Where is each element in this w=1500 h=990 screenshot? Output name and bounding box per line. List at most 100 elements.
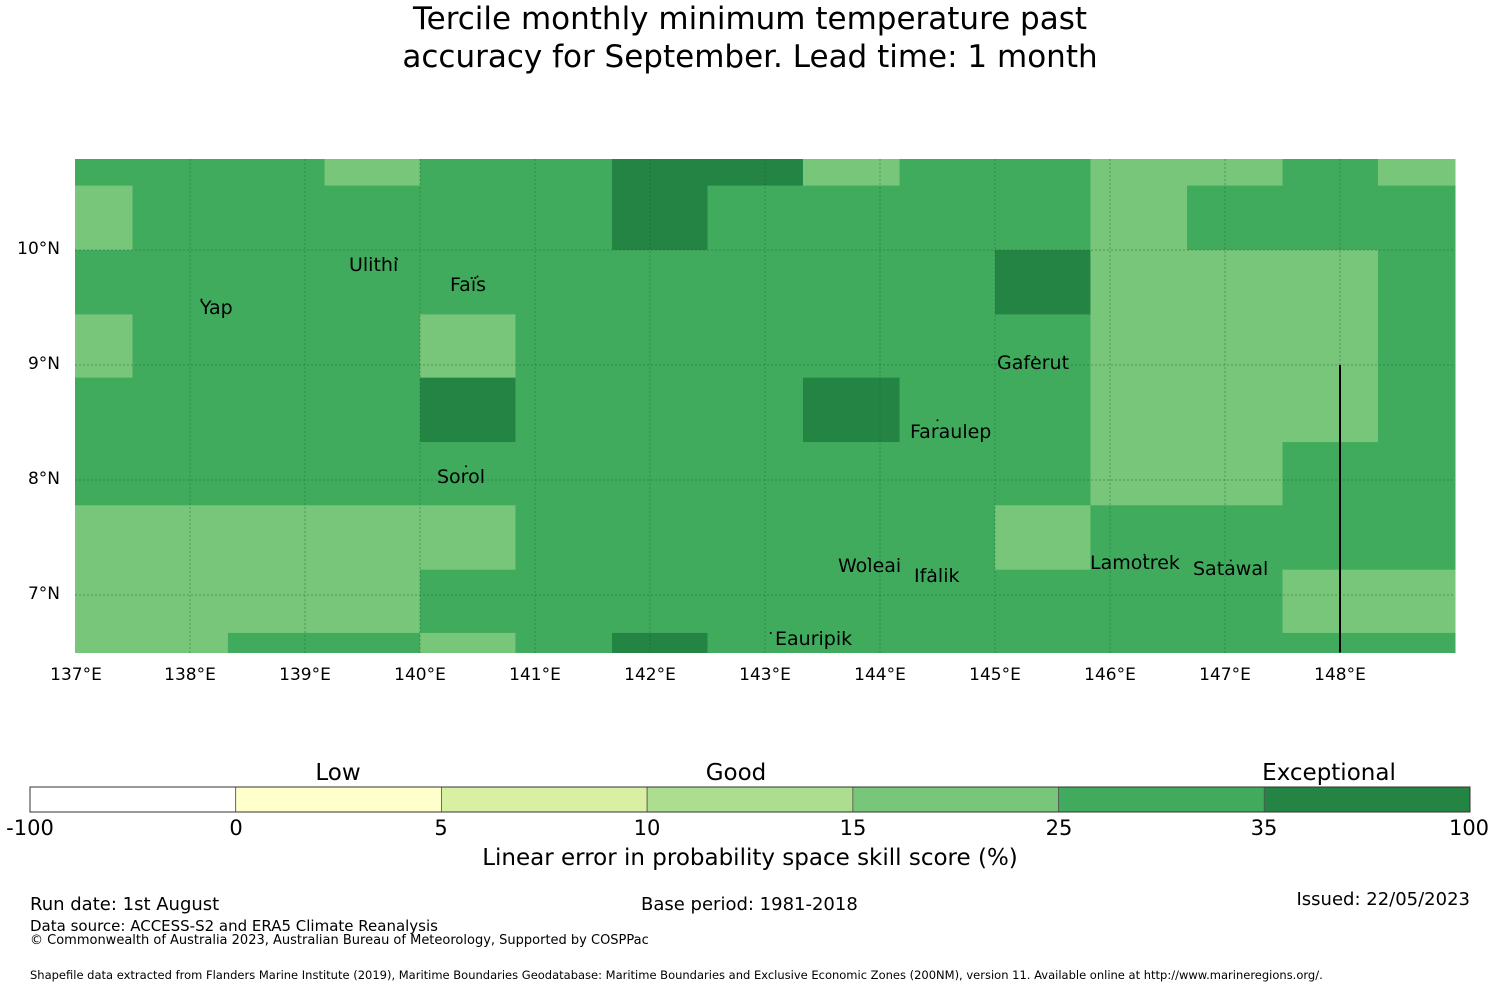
grid-cell <box>420 377 516 443</box>
grid-cell <box>612 632 708 653</box>
shapefile-credit: Shapefile data extracted from Flanders M… <box>30 968 1323 982</box>
grid-cell <box>802 159 901 187</box>
grid-cell <box>515 632 613 653</box>
lon-label-147e: 147°E <box>1199 665 1251 685</box>
base-period: Base period: 1981-2018 <box>641 894 858 915</box>
colorbar-category-low: Low <box>315 760 361 786</box>
grid-cell <box>899 377 1091 443</box>
colorbar-label: Linear error in probability space skill … <box>482 845 1018 871</box>
grid-cell <box>1090 250 1379 315</box>
colorbar-segment <box>1263 786 1471 813</box>
grid-cell <box>707 632 1456 653</box>
island-label-gaferut: Gaferut <box>997 352 1070 374</box>
grid-cell <box>515 505 996 571</box>
colorbar-tick: 100 <box>1448 816 1490 840</box>
grid-cell <box>75 250 996 315</box>
island-marker <box>867 557 870 560</box>
data-source: Data source: ACCESS-S2 and ERA5 Climate … <box>30 917 438 935</box>
lon-label-138e: 138°E <box>164 665 216 685</box>
colorbar-segment <box>646 786 854 813</box>
grid-cell <box>899 159 1091 187</box>
colorbar-tick: 10 <box>633 816 661 840</box>
grid-cell <box>75 185 133 251</box>
colorbar-tick: 5 <box>434 816 448 840</box>
grid-cell <box>1377 159 1456 187</box>
grid-cell <box>1377 377 1456 443</box>
grid-cell <box>612 185 708 251</box>
island-label-faraulep: Faraulep <box>910 421 992 443</box>
island-label-woleai: Woleai <box>838 555 902 577</box>
island-label-eauripik: Eauripik <box>775 628 853 650</box>
island-marker <box>465 465 467 468</box>
grid-cell <box>75 314 133 379</box>
grid-cell <box>420 314 516 379</box>
island-marker <box>200 298 203 301</box>
grid-cell <box>75 505 516 571</box>
grid-cell <box>1377 250 1456 315</box>
grid-cell <box>1282 569 1456 634</box>
colorbar-tick: 25 <box>1045 816 1073 840</box>
grid-cell <box>75 377 421 443</box>
chart-title: Tercile monthly minimum temperature past… <box>0 0 1500 76</box>
grid-cell <box>802 377 901 443</box>
grid-cell <box>324 159 421 187</box>
colorbar-tick: 35 <box>1250 816 1278 840</box>
grid-cell <box>75 569 421 634</box>
island-label-satawal: Satawal <box>1193 558 1269 580</box>
title-line-2: accuracy for September. Lead time: 1 mon… <box>402 39 1098 75</box>
lon-label-143e: 143°E <box>739 665 791 685</box>
lon-label-146e: 146°E <box>1084 665 1136 685</box>
island-marker <box>476 275 479 278</box>
grid-cell <box>1090 314 1379 379</box>
grid-cell <box>515 377 804 443</box>
grid-cell <box>1282 159 1379 187</box>
grid-cell <box>995 250 1091 315</box>
colorbar-category-exceptional: Exceptional <box>1262 760 1396 786</box>
grid-cell <box>612 159 804 187</box>
lon-label-148e: 148°E <box>1314 665 1366 685</box>
lon-label-141e: 141°E <box>509 665 561 685</box>
grid-cell <box>1282 442 1456 506</box>
island-marker <box>1143 553 1146 556</box>
grid-cell <box>1377 314 1456 379</box>
island-label-yap: Yap <box>200 297 233 319</box>
maritime-boundary <box>200 258 1341 653</box>
colorbar-segment <box>235 786 442 813</box>
lon-label-140e: 140°E <box>394 665 446 685</box>
grid-cell <box>75 442 1091 506</box>
lat-label-10n: 10°N <box>17 239 60 259</box>
copyright: © Commonwealth of Australia 2023, Austra… <box>30 933 649 948</box>
grid-cell <box>420 632 516 653</box>
lon-label-139e: 139°E <box>279 665 331 685</box>
island-label-fais: Faïs <box>450 274 487 296</box>
grid-cell <box>75 159 326 187</box>
grid-cell <box>420 159 613 187</box>
colorbar-segment <box>441 786 648 813</box>
lon-label-145e: 145°E <box>969 665 1021 685</box>
grid-cell <box>132 185 613 251</box>
grid-cell <box>227 632 421 653</box>
lat-label-9n: 9°N <box>27 354 60 374</box>
island-marker <box>1034 356 1037 358</box>
run-date: Run date: 1st August <box>30 894 220 915</box>
grid-cell <box>515 314 1091 379</box>
grid-cell <box>707 185 1091 251</box>
grid-cell <box>1187 185 1456 251</box>
island-marker <box>936 419 939 422</box>
lon-label-137e: 137°E <box>50 665 102 685</box>
grid-cell <box>75 632 229 653</box>
grid-cell <box>1090 185 1188 251</box>
colorbar-frame <box>29 786 1471 813</box>
colorbar-tick: 0 <box>229 816 243 840</box>
issued-date: Issued: 22/05/2023 <box>1296 889 1470 910</box>
colorbar-segment <box>1058 786 1265 813</box>
island-marker <box>396 258 398 261</box>
island-marker <box>930 568 933 571</box>
grid-cell <box>1090 377 1379 443</box>
graticule <box>75 159 1455 653</box>
island-label-sorol: Sorol <box>437 466 485 488</box>
island-marker <box>769 632 772 634</box>
grid-cell <box>420 569 1283 634</box>
grid-cell <box>132 314 421 379</box>
